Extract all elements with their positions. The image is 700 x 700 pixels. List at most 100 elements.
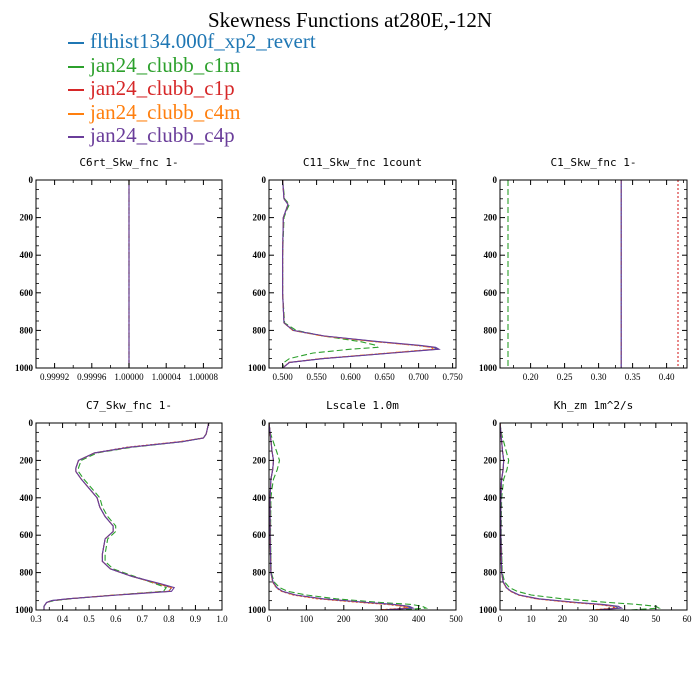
- y-tick-label: 200: [484, 455, 498, 465]
- plot-frame: [268, 422, 457, 611]
- y-tick-label: 800: [20, 568, 34, 578]
- legend-item: jan24_clubb_c1m: [68, 53, 316, 78]
- x-tick-label: 0.500: [272, 372, 293, 382]
- x-tick-label: 0.40: [659, 372, 675, 382]
- x-tick-label: 200: [337, 614, 351, 624]
- legend-label: jan24_clubb_c1p: [90, 76, 235, 100]
- x-tick-label: 20: [558, 614, 568, 624]
- y-tick-label: 0: [29, 418, 34, 428]
- y-tick-label: 1000: [479, 363, 498, 373]
- x-tick-label: 0: [267, 614, 272, 624]
- y-tick-label: 1000: [479, 605, 498, 615]
- x-tick-label: 0.3: [30, 614, 42, 624]
- series-line: [43, 423, 210, 610]
- plot-frame: [499, 422, 688, 611]
- x-tick-label: 60: [683, 614, 693, 624]
- series-line: [43, 423, 210, 610]
- x-tick-label: 0.99996: [77, 372, 107, 382]
- x-tick-label: 0.650: [374, 372, 395, 382]
- series-line: [269, 423, 429, 610]
- y-tick-label: 600: [484, 288, 498, 298]
- series-line: [500, 423, 621, 610]
- plot-frame: [35, 422, 223, 611]
- x-tick-label: 0.600: [340, 372, 361, 382]
- series-line: [269, 423, 416, 610]
- series-line: [500, 423, 619, 610]
- x-tick-label: 40: [620, 614, 630, 624]
- y-tick-label: 600: [253, 288, 267, 298]
- y-tick-label: 0: [262, 418, 267, 428]
- legend-swatch: [68, 65, 84, 68]
- y-tick-label: 200: [253, 455, 267, 465]
- series-line: [43, 423, 210, 610]
- x-tick-label: 0.35: [625, 372, 641, 382]
- series-line: [500, 423, 618, 610]
- y-tick-label: 1000: [248, 605, 267, 615]
- y-tick-label: 0: [493, 418, 498, 428]
- y-tick-label: 400: [253, 493, 267, 503]
- series-line: [43, 423, 210, 610]
- legend-swatch: [68, 42, 84, 45]
- legend-swatch: [68, 89, 84, 92]
- series-line: [269, 423, 408, 610]
- legend-label: jan24_clubb_c4p: [90, 123, 235, 147]
- series-line: [269, 423, 414, 610]
- y-tick-label: 200: [253, 213, 267, 223]
- y-tick-label: 800: [484, 568, 498, 578]
- x-tick-label: 50: [651, 614, 661, 624]
- y-tick-label: 600: [20, 288, 34, 298]
- x-tick-label: 0: [498, 614, 503, 624]
- panel-title: C7_Skw_fnc 1-: [86, 399, 172, 412]
- x-tick-label: 1.00000: [114, 372, 144, 382]
- panel-title: C11_Skw_fnc 1count: [303, 156, 422, 169]
- y-tick-label: 400: [484, 493, 498, 503]
- x-tick-label: 0.25: [557, 372, 573, 382]
- plot-frame: [499, 179, 688, 369]
- plot-panel: C6rt_Skw_fnc 1- 0 200 400 600 800 1000 0.99992 0…: [15, 156, 223, 382]
- y-tick-label: 400: [20, 493, 34, 503]
- panel-title: Lscale 1.0m: [326, 399, 399, 412]
- y-tick-label: 400: [253, 250, 267, 260]
- legend-item: jan24_clubb_c4p: [68, 123, 316, 148]
- y-tick-label: 0: [29, 175, 34, 185]
- legend: flthist134.000f_xp2_revert jan24_clubb_c…: [68, 29, 316, 148]
- x-tick-label: 0.8: [163, 614, 175, 624]
- y-tick-label: 800: [253, 325, 267, 335]
- series-line: [500, 423, 661, 610]
- x-tick-label: 30: [589, 614, 599, 624]
- x-tick-label: 10: [527, 614, 537, 624]
- y-tick-label: 200: [20, 455, 34, 465]
- x-tick-label: 0.4: [57, 614, 69, 624]
- y-tick-label: 800: [20, 325, 34, 335]
- x-tick-label: 0.20: [523, 372, 539, 382]
- y-tick-label: 0: [262, 175, 267, 185]
- series-line: [269, 423, 410, 610]
- x-tick-label: 500: [449, 614, 463, 624]
- x-tick-label: 1.0: [216, 614, 228, 624]
- series-line: [500, 423, 624, 610]
- y-tick-label: 400: [484, 250, 498, 260]
- legend-label: jan24_clubb_c4m: [90, 99, 241, 124]
- x-tick-label: 0.30: [591, 372, 607, 382]
- x-tick-label: 0.5: [84, 614, 96, 624]
- x-tick-label: 1.00008: [189, 372, 219, 382]
- y-tick-label: 800: [253, 568, 267, 578]
- legend-label: flthist134.000f_xp2_revert: [90, 29, 316, 53]
- plot-panel: C11_Skw_fnc 1count 0 200 400 600 800 1000 0.500…: [248, 156, 463, 382]
- y-tick-label: 1000: [15, 363, 34, 373]
- x-tick-label: 1.00004: [152, 372, 182, 382]
- y-tick-label: 400: [20, 250, 34, 260]
- y-tick-label: 1000: [15, 605, 34, 615]
- y-tick-label: 600: [253, 530, 267, 540]
- x-tick-label: 300: [374, 614, 388, 624]
- y-tick-label: 800: [484, 325, 498, 335]
- legend-item: jan24_clubb_c1p: [68, 76, 316, 101]
- x-tick-label: 0.6: [110, 614, 122, 624]
- series-line: [282, 180, 441, 368]
- y-tick-label: 200: [20, 213, 34, 223]
- panel-title: C1_Skw_fnc 1-: [550, 156, 636, 169]
